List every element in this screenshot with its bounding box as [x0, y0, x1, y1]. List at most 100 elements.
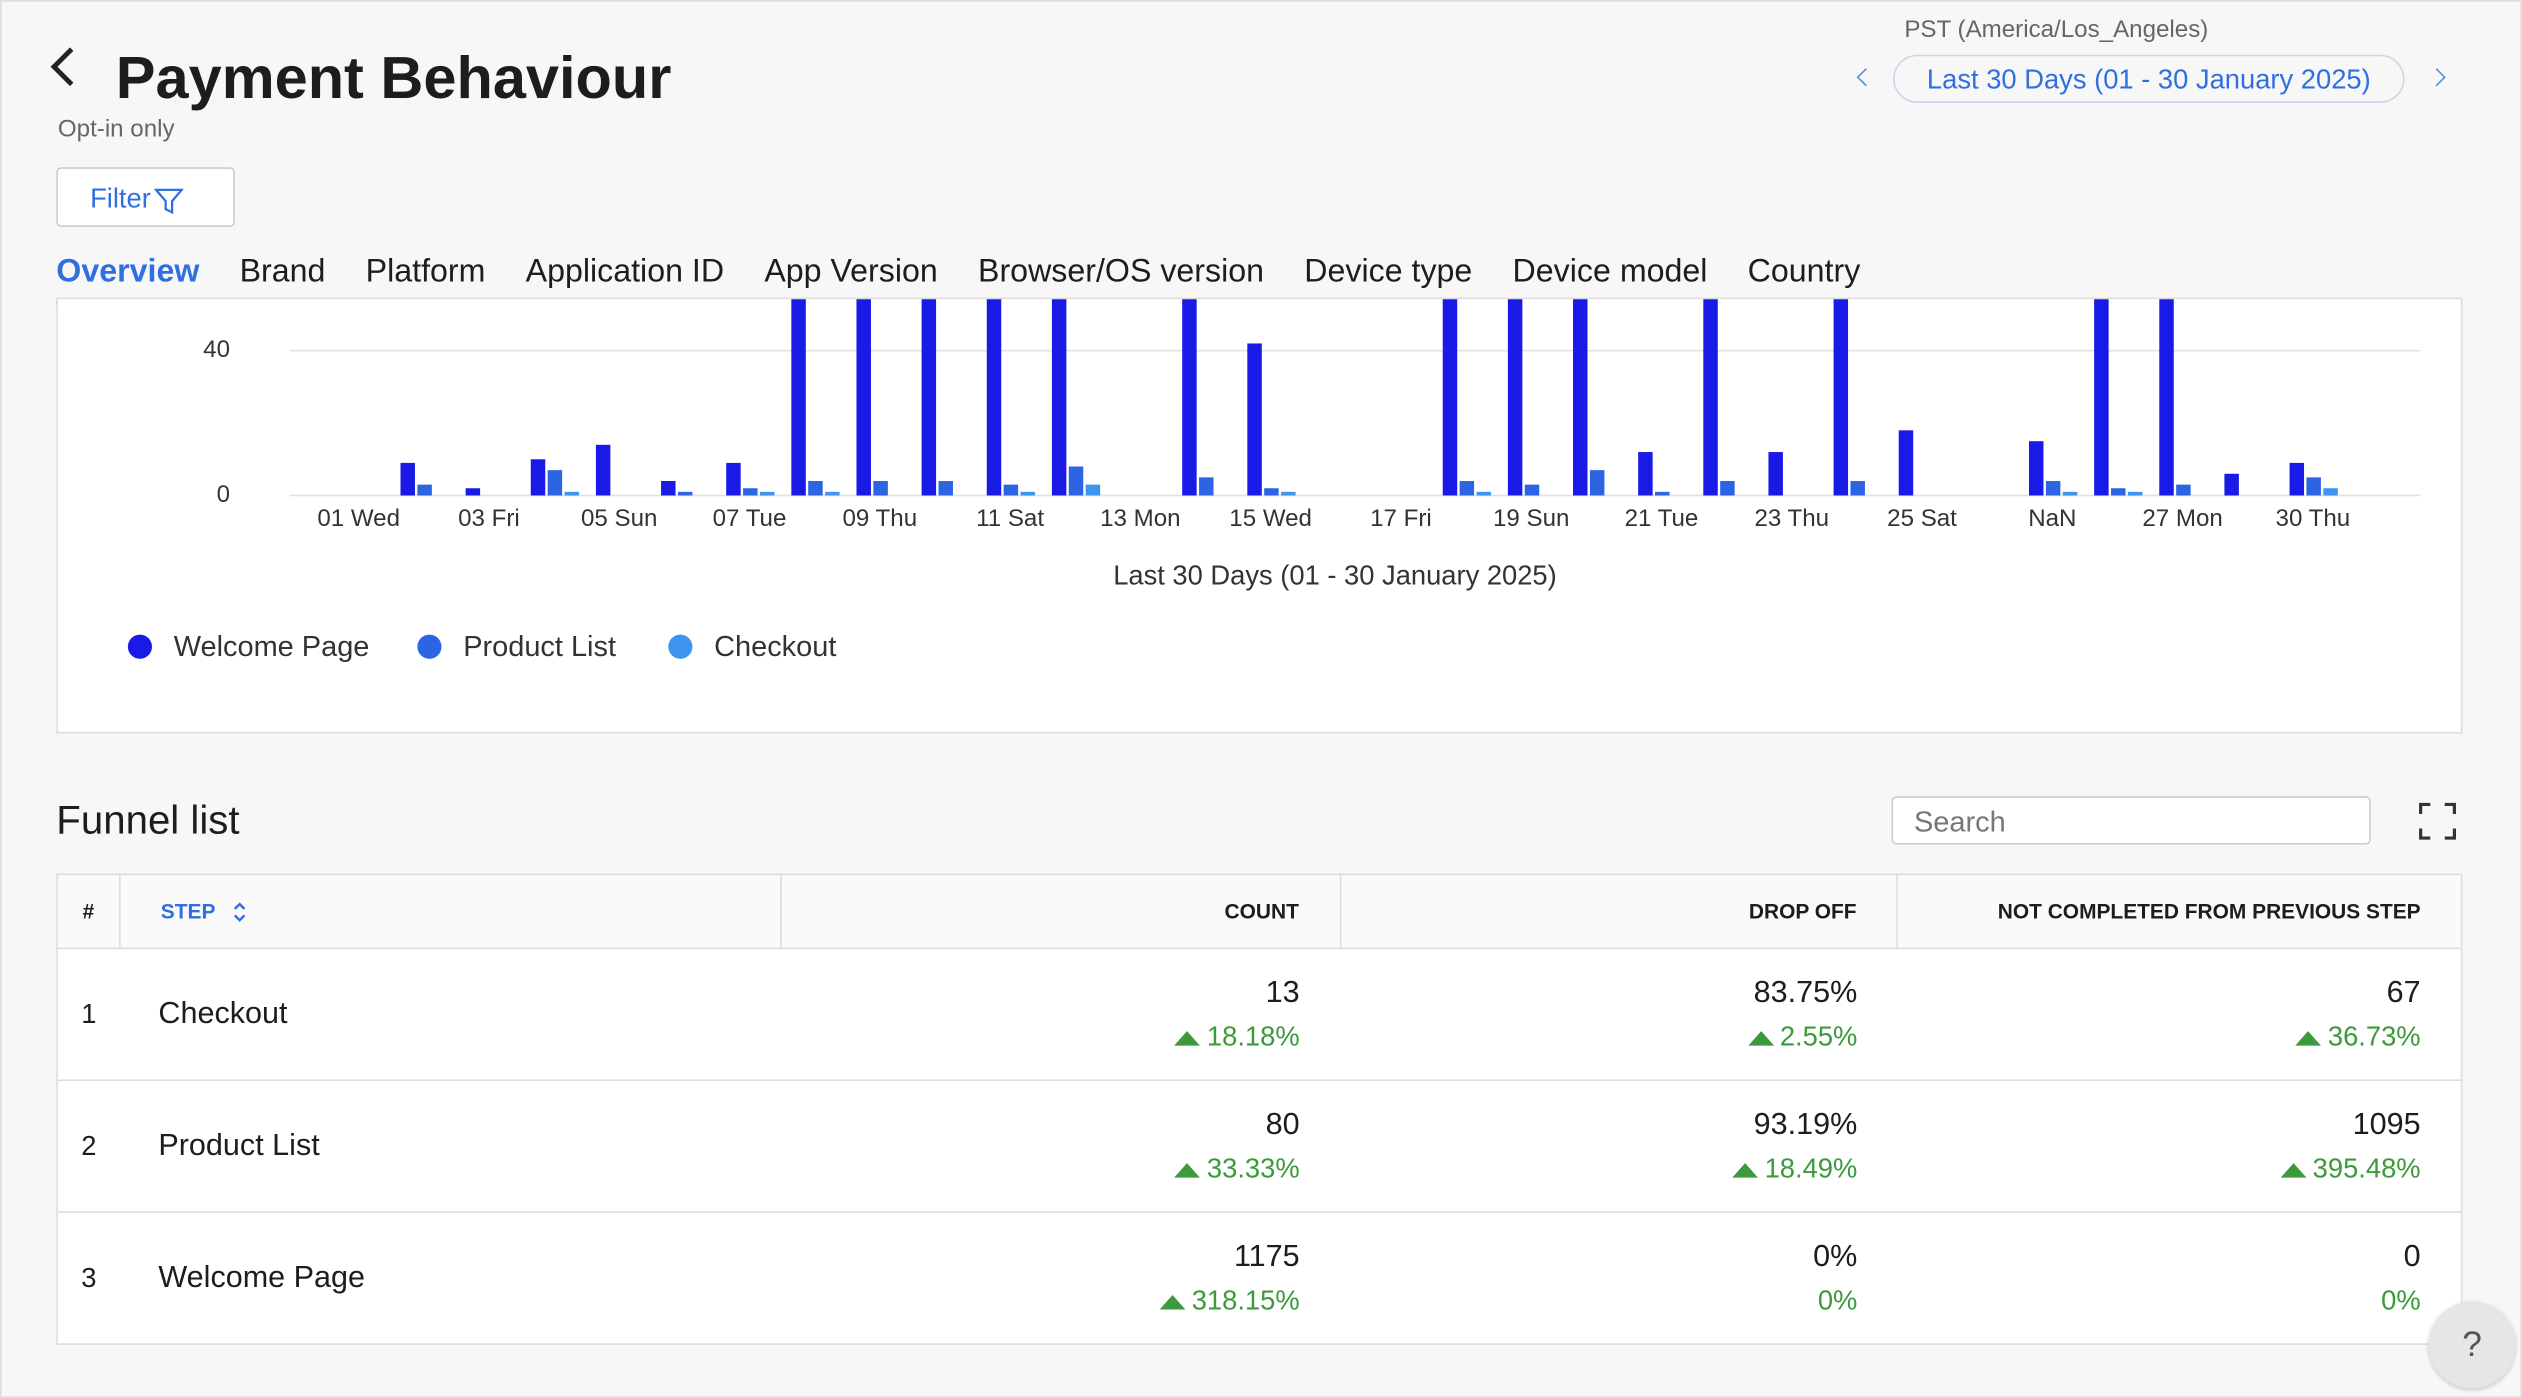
metric-change: 18.18% [822, 1021, 1300, 1053]
tab[interactable]: Device type [1304, 254, 1473, 290]
legend-label[interactable]: Product List [463, 631, 616, 663]
bar [465, 488, 481, 496]
change-value: 36.73% [2327, 1020, 2421, 1052]
expand-icon[interactable] [2419, 802, 2457, 840]
bar [1638, 452, 1653, 496]
y-tick-label: 0 [217, 481, 230, 508]
change-value: 0% [1817, 1284, 1858, 1316]
tab-divider [56, 297, 2463, 300]
legend-label[interactable]: Welcome Page [174, 631, 370, 663]
tab[interactable]: Browser/OS version [978, 254, 1265, 290]
x-axis-label: Last 30 Days (01 - 30 January 2025) [1113, 560, 1557, 591]
page-title: Payment Behaviour [115, 45, 672, 112]
bar [921, 299, 937, 496]
up-arrow [1174, 1162, 1201, 1177]
table-row: 1 Checkout 13 18.18% 83.75% 2.55% 67 36.73% [57, 947, 2462, 1081]
bar [1199, 477, 1214, 496]
back-button[interactable] [50, 47, 90, 87]
chart: 0 40 01 Wed 03 Fri 05 Sun 07 Tue 09 Thu 11 Sat 1… [127, 299, 2421, 663]
bar [1264, 488, 1279, 496]
x-tick-label: 09 Thu [842, 505, 917, 532]
column-title: STEP [160, 898, 216, 923]
bar [1068, 466, 1084, 496]
bar [2111, 488, 2126, 496]
legend-marker[interactable] [417, 634, 442, 659]
bar [1833, 299, 1849, 496]
bar [547, 470, 563, 496]
tab[interactable]: Application ID [525, 254, 725, 290]
column-title: # [82, 899, 95, 924]
up-arrow [2295, 1030, 2322, 1045]
metric-change: 318.15% [822, 1285, 1300, 1317]
date-range[interactable]: Last 30 Days (01 - 30 January 2025) [1893, 54, 2405, 103]
chart-card: 0 40 01 Wed 03 Fri 05 Sun 07 Tue 09 Thu 11 Sat 1… [56, 299, 2463, 734]
filter-button[interactable]: Filter [56, 167, 235, 227]
bar [1850, 481, 1865, 496]
bar [791, 299, 806, 496]
metric-change: 2.55% [1380, 1021, 1857, 1053]
bar [2323, 488, 2338, 496]
bar [1442, 299, 1458, 496]
step-name: Checkout [119, 947, 782, 1081]
metric-value: 0% [1813, 1239, 1858, 1274]
legend-marker[interactable] [127, 634, 152, 659]
row-number: 2 [57, 1079, 120, 1213]
bar [1051, 299, 1067, 496]
change-value: 18.18% [1206, 1020, 1300, 1052]
help-button[interactable]: ? [2428, 1301, 2516, 1389]
prev-range[interactable] [1856, 68, 1875, 87]
metric-value: 1095 [2352, 1107, 2421, 1142]
metric-change: 0% [1380, 1284, 1858, 1317]
change-value: 395.48% [2312, 1152, 2421, 1184]
bar [564, 491, 580, 496]
metric-cell: 1095 395.48% [1897, 1079, 2462, 1213]
bar [400, 462, 415, 496]
metric-change: 395.48% [1938, 1153, 2421, 1185]
metric-cell: 0 0% [1897, 1211, 2462, 1345]
bar [808, 481, 823, 496]
x-tick-label: 19 Sun [1493, 505, 1569, 532]
tab[interactable]: Brand [239, 254, 326, 290]
bar [2028, 441, 2044, 496]
tab[interactable]: App Version [764, 254, 938, 290]
bar [743, 488, 758, 496]
x-tick-label: 05 Sun [581, 505, 657, 532]
x-tick-label: 03 Fri [458, 505, 520, 532]
tab[interactable]: Country [1747, 254, 1861, 290]
change-value: 318.15% [1191, 1284, 1300, 1316]
funnel-table: # STEP COUNT DROP OFF NOT COMPLETED FROM PRE… [56, 873, 2463, 1345]
change-value: 33.33% [1206, 1152, 1300, 1184]
bar [1703, 299, 1718, 496]
search-box[interactable]: Search [1891, 796, 2371, 845]
metric-cell: 83.75% 2.55% [1339, 947, 1898, 1081]
next-range[interactable] [2427, 68, 2446, 87]
bar [2094, 299, 2109, 496]
tab[interactable]: Device model [1512, 254, 1708, 290]
up-arrow [2280, 1162, 2307, 1177]
column-header: COUNT [780, 873, 1341, 950]
funnel-title: Funnel list [56, 797, 240, 843]
bar [1573, 299, 1588, 496]
bar [2176, 484, 2191, 496]
metric-change: 0% [1938, 1285, 2421, 1317]
tab[interactable]: Platform [365, 254, 486, 290]
x-tick-label: 15 Wed [1229, 505, 1312, 532]
step-name: Welcome Page [119, 1211, 782, 1345]
x-tick-label: 23 Thu [1754, 505, 1829, 532]
legend-marker[interactable] [668, 634, 693, 659]
x-tick-label: 13 Mon [1100, 505, 1180, 532]
legend-label[interactable]: Checkout [714, 631, 836, 663]
filter-icon [153, 187, 184, 214]
change-value: 0% [2381, 1284, 2421, 1316]
metric-cell: 13 18.18% [781, 947, 1340, 1081]
up-arrow [1174, 1030, 1201, 1045]
metric-value: 93.19% [1753, 1107, 1858, 1142]
filter-label: Filter [90, 183, 151, 214]
bar [1003, 484, 1019, 496]
x-tick-label: 25 Sat [1887, 505, 1957, 532]
metric-cell: 93.19% 18.49% [1339, 1079, 1898, 1213]
column-header[interactable]: STEP [118, 873, 783, 950]
bar [2159, 299, 2174, 496]
bar [938, 481, 953, 496]
